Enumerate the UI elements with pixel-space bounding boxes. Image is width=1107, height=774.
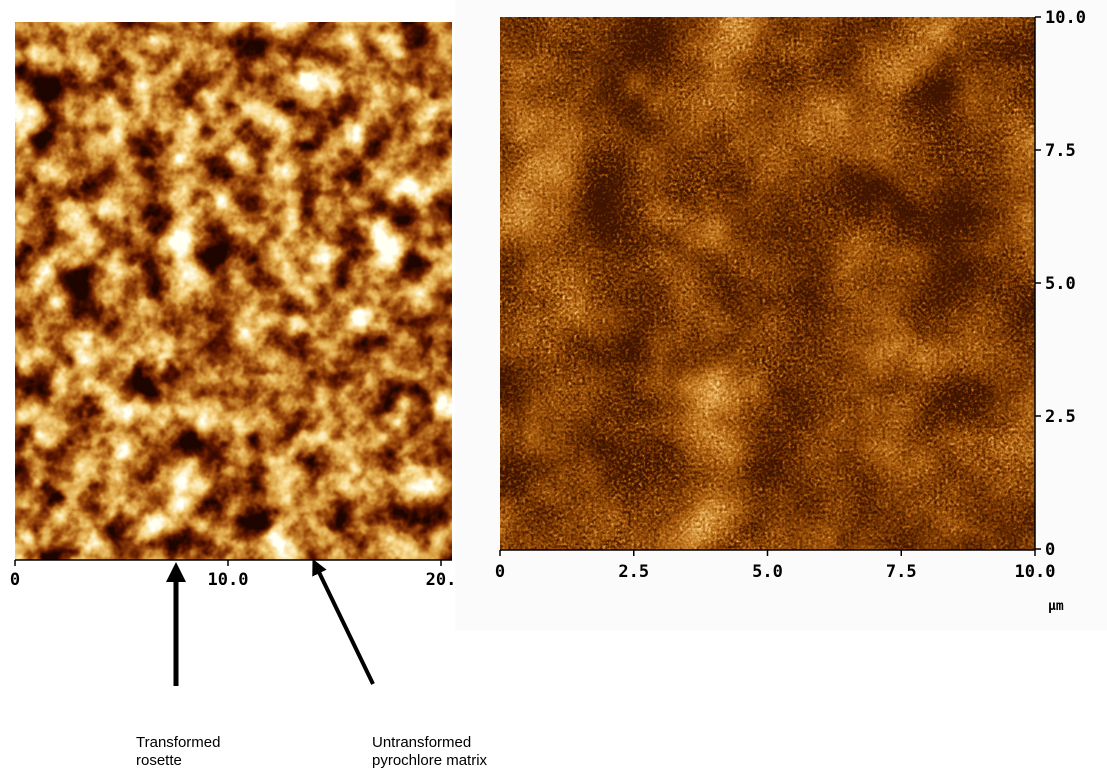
afm-image-right bbox=[500, 17, 1035, 550]
x-tick-label: 0 bbox=[10, 570, 20, 590]
afm-image-left bbox=[15, 22, 452, 560]
y-tick-label: 7.5 bbox=[1045, 141, 1076, 161]
page: 010.020.02.55.07.510.002.55.07.510.0µmTr… bbox=[0, 0, 1107, 774]
x-tick-label: 2.5 bbox=[618, 562, 649, 582]
annotation: Transformed bbox=[136, 734, 220, 751]
arrow bbox=[316, 566, 373, 684]
figure: 010.020.02.55.07.510.002.55.07.510.0µmTr… bbox=[0, 0, 1107, 774]
x-tick-label: 20. bbox=[426, 570, 457, 590]
x-tick-label: 10.0 bbox=[1015, 562, 1056, 582]
y-tick-label: 2.5 bbox=[1045, 407, 1076, 427]
x-tick-label: 7.5 bbox=[886, 562, 917, 582]
annotation: rosette bbox=[136, 752, 182, 769]
x-tick-label: 5.0 bbox=[752, 562, 783, 582]
x-tick-label: 0 bbox=[495, 562, 505, 582]
y-tick-label: 0 bbox=[1045, 540, 1055, 560]
y-tick-label: 5.0 bbox=[1045, 274, 1076, 294]
x-tick-label: 10.0 bbox=[208, 570, 249, 590]
annotation: Untransformed bbox=[372, 734, 471, 751]
annotation: pyrochlore matrix bbox=[372, 752, 488, 769]
unit-label: µm bbox=[1048, 599, 1064, 614]
y-tick-label: 10.0 bbox=[1045, 8, 1086, 28]
